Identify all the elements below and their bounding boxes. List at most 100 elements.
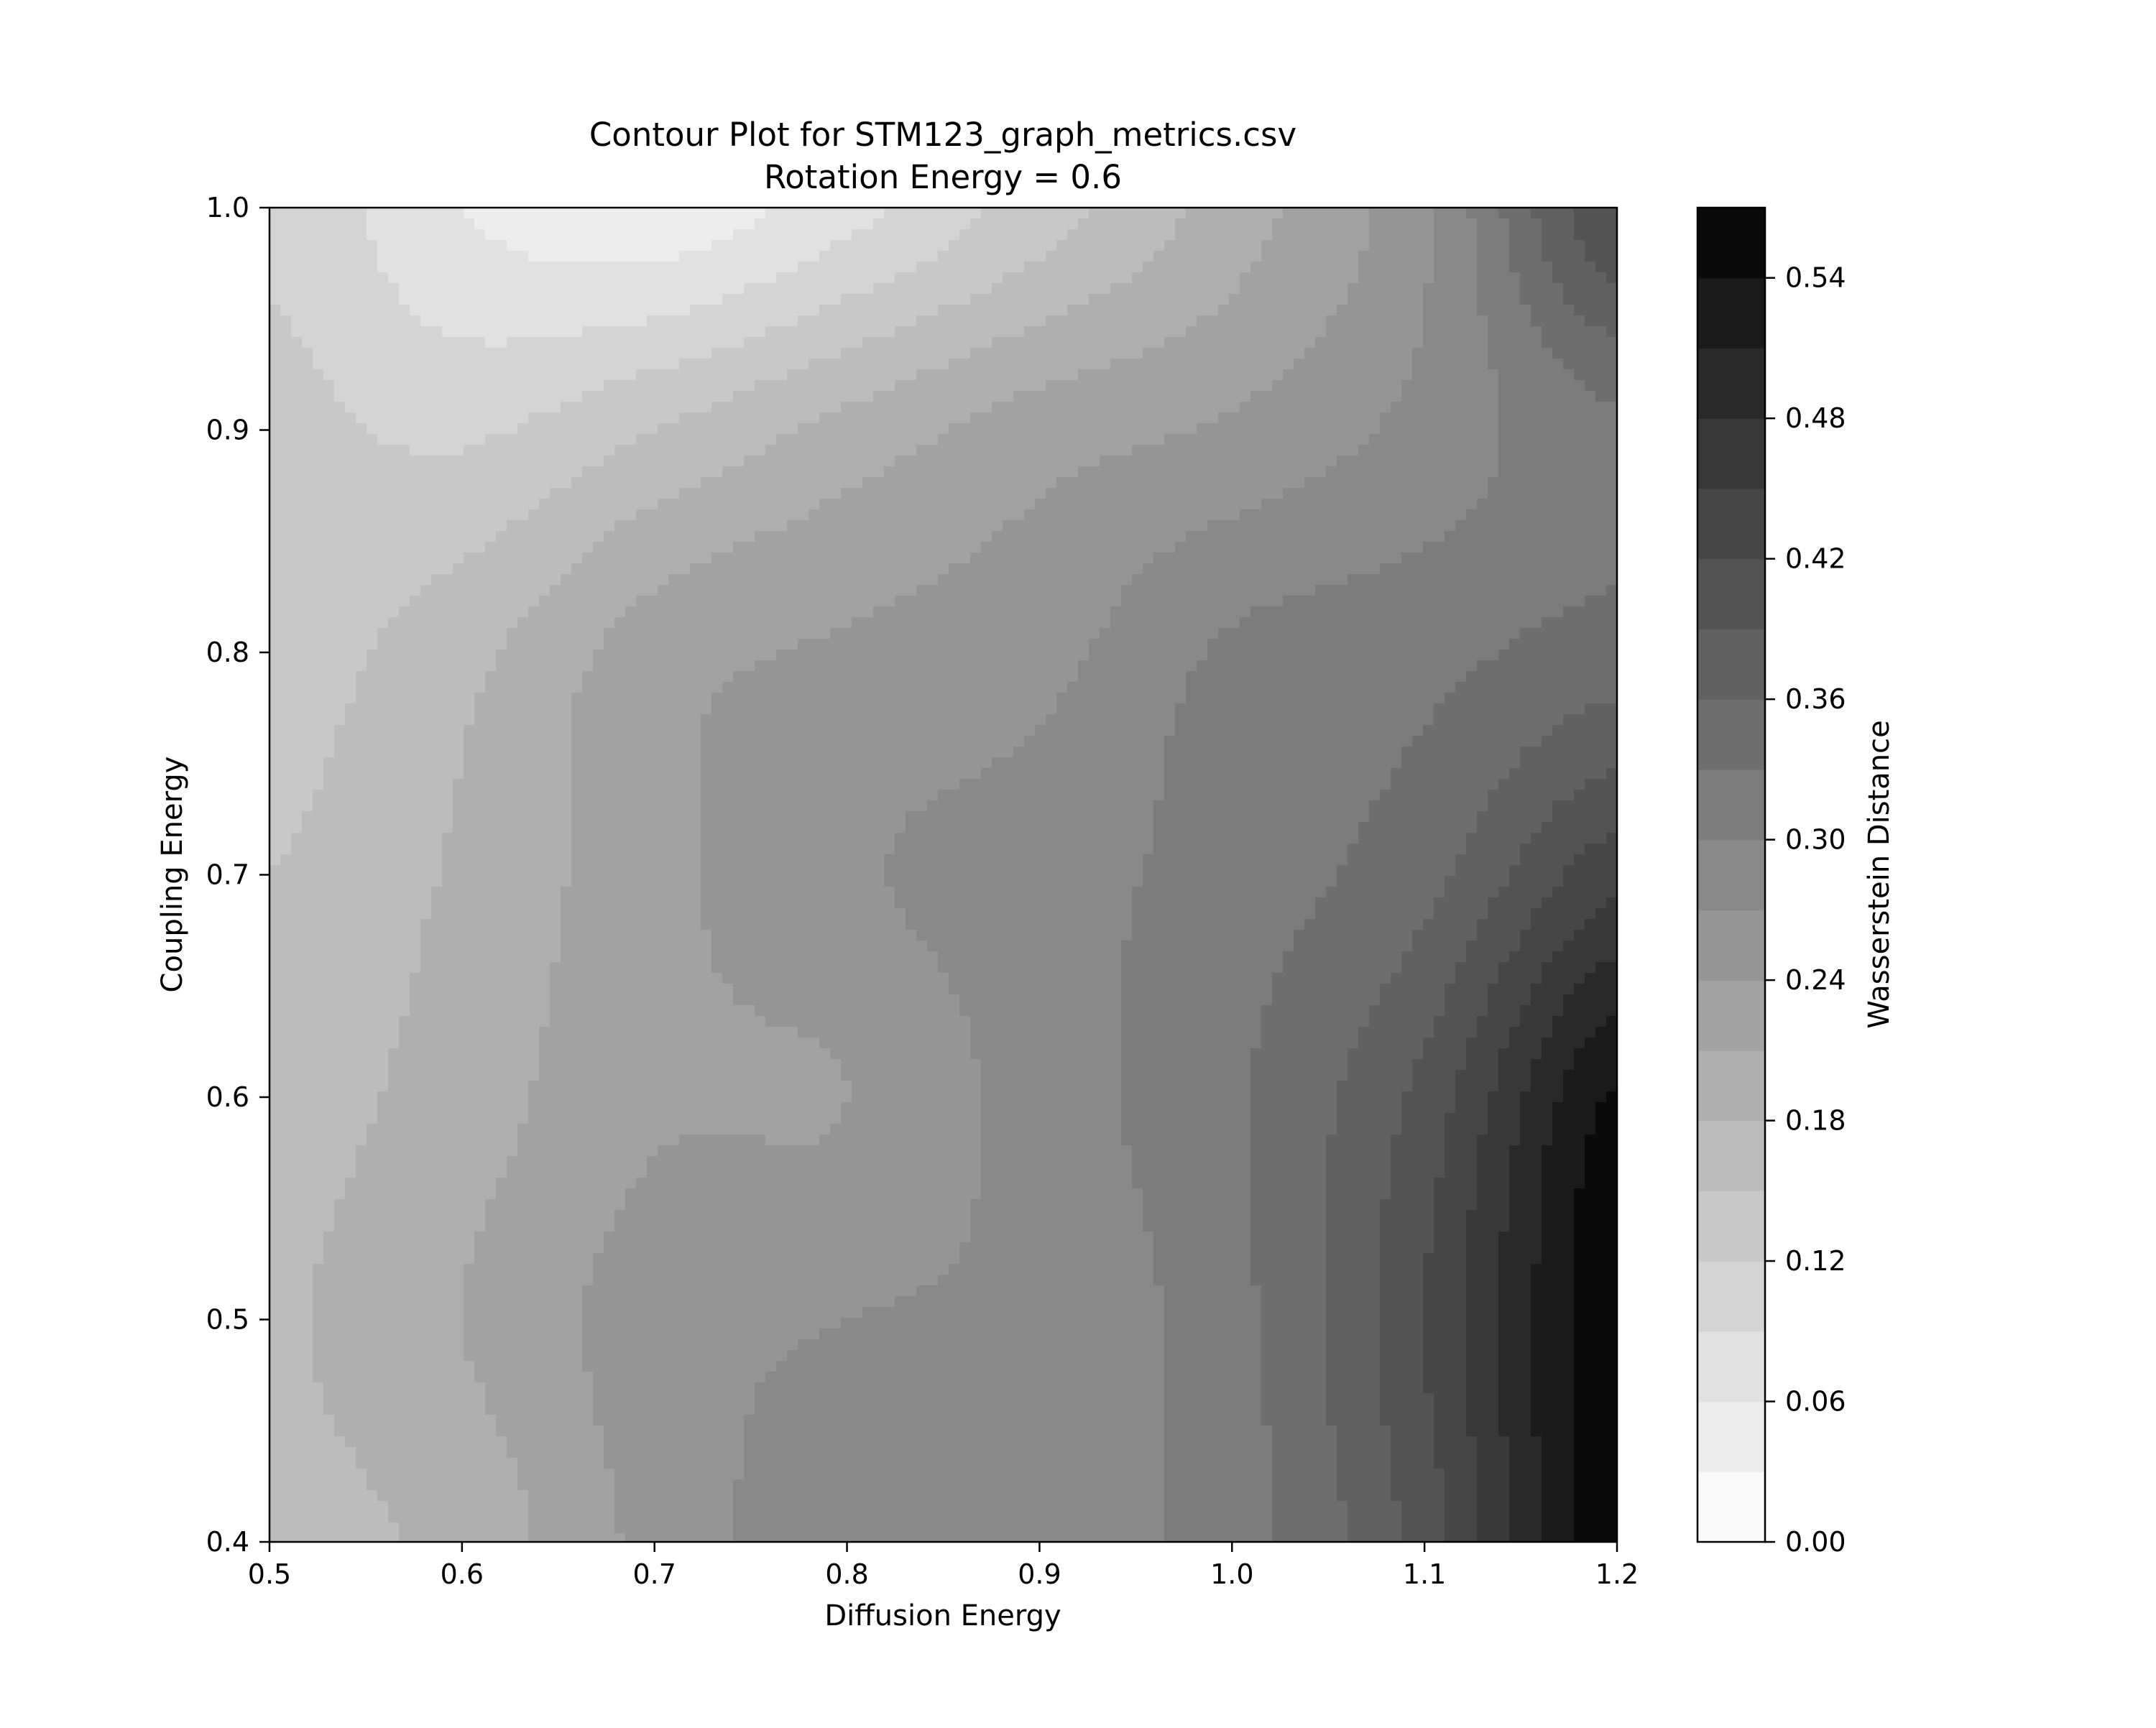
- contour-band-cell: [1488, 337, 1542, 348]
- contour-band-cell: [830, 1124, 982, 1135]
- contour-band-cell: [1477, 1199, 1510, 1211]
- contour-band-cell: [636, 1178, 982, 1189]
- contour-band-cell: [959, 1253, 1154, 1265]
- contour-band-cell: [1434, 1436, 1478, 1448]
- contour-band-cell: [561, 951, 712, 963]
- y-tick-label: 0.5: [206, 1304, 249, 1336]
- contour-band-cell: [270, 520, 507, 532]
- contour-band-cell: [1358, 1027, 1434, 1038]
- contour-band-cell: [1121, 1091, 1251, 1103]
- contour-band-cell: [291, 315, 421, 327]
- contour-band-cell: [1531, 1059, 1575, 1071]
- contour-band-cell: [1434, 1210, 1467, 1221]
- contour-band-cell: [270, 1318, 313, 1329]
- contour-band-cell: [1466, 1307, 1499, 1318]
- contour-band-cell: [1574, 305, 1618, 316]
- contour-band-cell: [582, 391, 734, 402]
- contour-band-cell: [679, 488, 842, 499]
- contour-band-cell: [798, 1339, 1165, 1351]
- x-tick-label: 0.9: [1018, 1558, 1061, 1590]
- colorbar-tick-label: 0.30: [1785, 824, 1846, 856]
- contour-band-cell: [1121, 973, 1273, 984]
- contour-band-cell: [474, 1372, 594, 1383]
- contour-band-cell: [895, 456, 1100, 467]
- contour-band-cell: [733, 542, 982, 553]
- contour-band-cell: [604, 1242, 960, 1254]
- contour-band-cell: [1132, 574, 1348, 586]
- contour-band-cell: [270, 865, 443, 877]
- contour-band-cell: [981, 1070, 1122, 1081]
- contour-band-cell: [1348, 1059, 1413, 1071]
- contour-band-cell: [1585, 703, 1618, 715]
- contour-band-cell: [270, 693, 356, 704]
- contour-band-cell: [884, 876, 1143, 887]
- contour-band-cell: [1509, 1199, 1542, 1211]
- colorbar-band: [1697, 1261, 1765, 1332]
- contour-band-cell: [1348, 1523, 1402, 1534]
- contour-band-cell: [1520, 930, 1575, 941]
- contour-band-cell: [571, 714, 701, 726]
- contour-band-cell: [658, 499, 820, 510]
- contour-band-cell: [356, 412, 529, 424]
- contour-band-cell: [1348, 283, 1424, 295]
- contour-band-cell: [1542, 1145, 1585, 1157]
- contour-band-cell: [1606, 1091, 1618, 1103]
- contour-band-cell: [658, 1145, 982, 1157]
- contour-band-cell: [1466, 1361, 1499, 1372]
- contour-band-cell: [852, 1081, 982, 1092]
- contour-band-cell: [959, 994, 1122, 1006]
- contour-band-cell: [981, 1113, 1122, 1124]
- contour-band-cell: [1423, 1350, 1467, 1362]
- contour-band-cell: [1542, 962, 1596, 974]
- contour-band-cell: [1531, 1426, 1575, 1437]
- contour-band-cell: [1606, 585, 1618, 596]
- contour-band-cell: [270, 962, 421, 974]
- contour-band-cell: [270, 1329, 313, 1340]
- contour-band-cell: [1434, 251, 1478, 262]
- contour-band-cell: [1121, 962, 1284, 974]
- contour-band-cell: [270, 1339, 313, 1351]
- contour-band-cell: [270, 617, 389, 629]
- contour-band-cell: [1542, 822, 1618, 833]
- contour-band-cell: [399, 606, 529, 618]
- contour-band-cell: [1423, 1372, 1467, 1383]
- contour-band-cell: [1153, 251, 1262, 262]
- contour-band-cell: [1175, 725, 1424, 736]
- contour-band-cell: [528, 1102, 842, 1114]
- contour-band-cell: [1542, 251, 1585, 262]
- contour-band-cell: [1423, 542, 1618, 553]
- contour-band-cell: [970, 1210, 1143, 1221]
- contour-band-cell: [1143, 1210, 1251, 1221]
- contour-band-cell: [1423, 1318, 1467, 1329]
- contour-band-cell: [1164, 1382, 1262, 1394]
- contour-band-cell: [334, 747, 464, 758]
- contour-band-cell: [270, 445, 410, 456]
- contour-band-cell: [377, 262, 798, 273]
- contour-band-cell: [755, 660, 1079, 672]
- contour-band-cell: [1391, 1458, 1434, 1469]
- contour-band-cell: [1574, 930, 1618, 941]
- contour-band-cell: [410, 994, 550, 1006]
- contour-band-cell: [1326, 1135, 1391, 1146]
- contour-band-cell: [388, 1048, 540, 1060]
- contour-band-cell: [970, 1199, 1143, 1211]
- contour-band-cell: [1574, 229, 1618, 241]
- contour-band-cell: [270, 553, 464, 564]
- contour-band-cell: [517, 617, 615, 629]
- contour-band-cell: [873, 283, 992, 295]
- contour-band-cell: [1455, 682, 1618, 693]
- contour-band-cell: [399, 1523, 529, 1534]
- contour-band-cell: [1369, 218, 1434, 230]
- contour-band-cell: [1498, 1275, 1531, 1286]
- contour-band-cell: [1531, 1350, 1575, 1362]
- contour-band-cell: [1574, 1512, 1618, 1523]
- contour-band-cell: [1466, 671, 1618, 683]
- contour-band-cell: [356, 1156, 507, 1168]
- contour-band-cell: [949, 359, 1111, 370]
- contour-band-cell: [453, 811, 572, 823]
- contour-band-cell: [1498, 1081, 1531, 1092]
- contour-band-cell: [334, 736, 464, 747]
- contour-band-cell: [270, 994, 410, 1006]
- contour-band-cell: [808, 509, 1025, 521]
- contour-band-cell: [755, 1005, 960, 1017]
